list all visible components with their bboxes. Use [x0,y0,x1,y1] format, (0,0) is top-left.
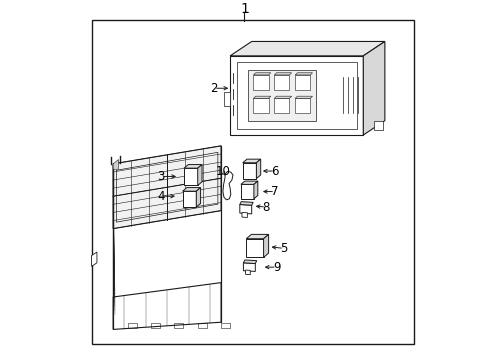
Polygon shape [182,191,196,207]
Polygon shape [183,165,202,168]
Polygon shape [247,70,316,121]
Polygon shape [274,96,291,98]
Polygon shape [274,73,291,75]
Polygon shape [113,283,221,329]
Text: 3: 3 [157,170,164,183]
Polygon shape [253,73,270,75]
Text: 5: 5 [280,242,287,255]
Polygon shape [246,239,263,257]
Polygon shape [223,171,232,200]
Bar [91,20,413,344]
Text: 2: 2 [210,82,217,95]
Polygon shape [363,41,384,135]
Polygon shape [373,121,382,130]
Polygon shape [239,202,253,205]
Polygon shape [256,159,260,179]
Text: 10: 10 [215,165,230,178]
Text: 7: 7 [271,185,278,198]
Polygon shape [274,98,289,113]
Polygon shape [253,96,270,98]
Polygon shape [245,270,250,275]
Polygon shape [253,98,268,113]
Polygon shape [242,159,260,163]
Polygon shape [230,41,384,56]
Polygon shape [230,56,363,135]
Polygon shape [242,212,247,217]
Polygon shape [196,188,200,207]
Polygon shape [263,234,268,257]
Polygon shape [223,92,230,106]
Polygon shape [243,263,255,271]
Polygon shape [253,75,268,90]
Polygon shape [274,75,289,90]
Polygon shape [295,96,312,98]
Polygon shape [183,168,197,185]
Polygon shape [241,181,257,184]
Polygon shape [113,159,118,169]
Polygon shape [239,204,251,214]
Text: 9: 9 [273,261,280,274]
Polygon shape [295,75,310,90]
Polygon shape [197,165,202,185]
Polygon shape [295,73,312,75]
Polygon shape [253,181,257,199]
Text: 6: 6 [271,165,278,177]
Polygon shape [113,146,221,229]
Text: 8: 8 [262,201,269,213]
Polygon shape [246,234,268,239]
Polygon shape [182,188,200,191]
Polygon shape [243,260,256,264]
Polygon shape [241,184,253,199]
Polygon shape [242,163,256,179]
Text: 4: 4 [157,190,164,203]
Polygon shape [91,252,97,266]
Text: 1: 1 [240,2,248,16]
Polygon shape [295,98,310,113]
